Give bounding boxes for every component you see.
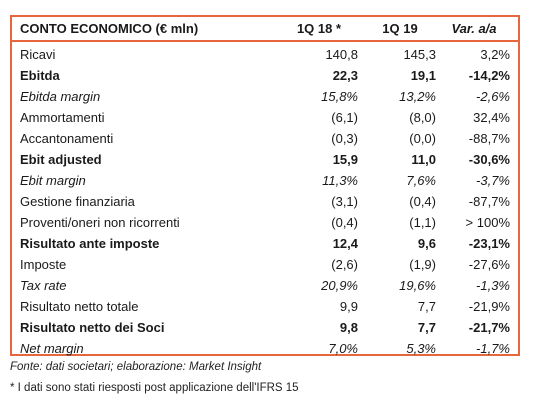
table-row: Accantonamenti (0,3) (0,0) -88,7%	[12, 128, 518, 149]
value-1q18: 11,3%	[322, 173, 358, 188]
value-1q18: 20,9%	[321, 278, 358, 293]
value-1q19: 19,6%	[399, 278, 436, 293]
row-label: Risultato netto dei Soci	[20, 320, 165, 335]
value-1q19: 9,6	[417, 236, 436, 251]
value-1q19: 7,7	[417, 320, 436, 335]
value-1q18: 9,9	[339, 299, 358, 314]
value-1q18: 9,8	[339, 320, 358, 335]
value-1q18: 7,0%	[328, 341, 358, 356]
row-label: Ebit adjusted	[20, 152, 102, 167]
value-1q19: (0,4)	[409, 194, 436, 209]
table-row: Gestione finanziaria (3,1) (0,4) -87,7%	[12, 191, 518, 212]
header-label: CONTO ECONOMICO (€ mln)	[20, 21, 199, 36]
value-1q19: 11,0	[411, 152, 436, 167]
row-label: Accantonamenti	[20, 131, 114, 146]
value-1q18: 22,3	[332, 68, 358, 83]
row-label: Tax rate	[20, 278, 67, 293]
row-label: Gestione finanziaria	[20, 194, 135, 209]
value-1q19: 13,2%	[399, 89, 436, 104]
value-1q18: 140,8	[325, 47, 358, 62]
income-statement-table: CONTO ECONOMICO (€ mln) 1Q 18 * 1Q 19 Va…	[10, 15, 520, 356]
table-row: Tax rate 20,9% 19,6% -1,3%	[12, 275, 518, 296]
table-row: Risultato netto dei Soci 9,8 7,7 -21,7%	[12, 317, 518, 338]
restatement-note: * I dati sono stati riesposti post appli…	[10, 382, 299, 394]
table-row: Net margin 7,0% 5,3% -1,7%	[12, 338, 518, 359]
source-note: Fonte: dati societari; elaborazione: Mar…	[10, 361, 262, 373]
row-label: Risultato ante imposte	[20, 236, 160, 251]
row-label: Ebitda	[20, 68, 60, 83]
value-var: -87,7%	[468, 194, 510, 209]
value-1q18: 15,9	[332, 152, 358, 167]
row-label: Ammortamenti	[20, 110, 105, 125]
row-label: Risultato netto totale	[20, 299, 139, 314]
value-1q19: (8,0)	[409, 110, 436, 125]
value-var: -21,9%	[468, 299, 510, 314]
row-label: Ebit margin	[20, 173, 86, 188]
value-var: -23,1%	[468, 236, 510, 251]
value-var: -88,7%	[468, 131, 510, 146]
value-1q19: (1,9)	[409, 257, 436, 272]
table-row: Ammortamenti (6,1) (8,0) 32,4%	[12, 107, 518, 128]
value-var: -14,2%	[468, 68, 510, 83]
value-var: -27,6%	[468, 257, 510, 272]
value-1q18: (6,1)	[331, 110, 358, 125]
value-1q19: (0,0)	[409, 131, 436, 146]
table-row: Proventi/oneri non ricorrenti (0,4) (1,1) >…	[12, 212, 518, 233]
value-1q19: 7,7	[417, 299, 436, 314]
table-row: Ebitda margin 15,8% 13,2% -2,6%	[12, 86, 518, 107]
value-1q18: (3,1)	[331, 194, 358, 209]
header-col-1q19: 1Q 19	[382, 21, 418, 36]
header-col-1q18: 1Q 18 *	[296, 21, 342, 36]
row-label: Ebitda margin	[20, 89, 101, 104]
value-var: 32,4%	[473, 110, 510, 125]
row-label: Ricavi	[20, 47, 56, 62]
table-row: Ricavi 140,8 145,3 3,2%	[12, 44, 518, 65]
table-row: Ebitda 22,3 19,1 -14,2%	[12, 65, 518, 86]
table-row: Ebit margin 11,3% 7,6% -3,7%	[12, 170, 518, 191]
value-var: -21,7%	[468, 320, 510, 335]
table-header: CONTO ECONOMICO (€ mln) 1Q 18 * 1Q 19 Va…	[12, 17, 518, 42]
value-1q19: 7,6%	[406, 173, 436, 188]
value-var: -2,6%	[476, 89, 510, 104]
value-1q19: 19,1	[410, 68, 436, 83]
value-var: > 100%	[465, 215, 510, 230]
value-1q19: (1,1)	[409, 215, 436, 230]
value-1q18: (2,6)	[331, 257, 358, 272]
value-var: 3,2%	[480, 47, 510, 62]
value-1q18: (0,3)	[331, 131, 358, 146]
table-row: Imposte (2,6) (1,9) -27,6%	[12, 254, 518, 275]
value-1q19: 5,3%	[406, 341, 436, 356]
table-row: Risultato netto totale 9,9 7,7 -21,9%	[12, 296, 518, 317]
row-label: Net margin	[20, 341, 84, 356]
table-row: Risultato ante imposte 12,4 9,6 -23,1%	[12, 233, 518, 254]
value-var: -1,3%	[476, 278, 510, 293]
row-label: Imposte	[20, 257, 67, 272]
value-1q19: 145,3	[403, 47, 436, 62]
row-label: Proventi/oneri non ricorrenti	[20, 215, 180, 230]
value-var: -30,6%	[468, 152, 510, 167]
table-row: Ebit adjusted 15,9 11,0 -30,6%	[12, 149, 518, 170]
value-1q18: 12,4	[332, 236, 358, 251]
value-1q18: (0,4)	[331, 215, 358, 230]
value-var: -1,7%	[476, 341, 510, 356]
value-var: -3,7%	[476, 173, 510, 188]
value-1q18: 15,8%	[321, 89, 358, 104]
header-col-var: Var. a/a	[451, 21, 497, 36]
